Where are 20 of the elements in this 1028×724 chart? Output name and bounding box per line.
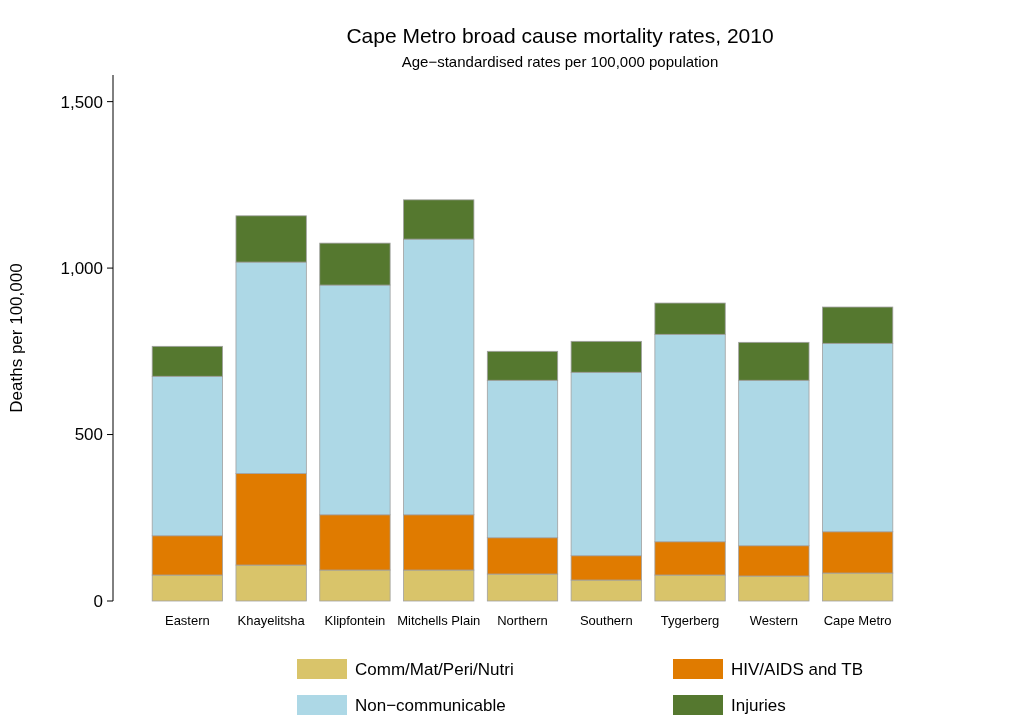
legend-label: Injuries xyxy=(731,695,786,715)
y-axis-title: Deaths per 100,000 xyxy=(7,263,26,413)
y-tick-label: 1,000 xyxy=(60,259,103,279)
x-tick-label: Khayelitsha xyxy=(237,613,306,628)
x-tick-label: Mitchells Plain xyxy=(397,613,481,628)
chart-title: Cape Metro broad cause mortality rates, 2010 xyxy=(346,24,774,47)
x-tick-label: Tygerberg xyxy=(660,613,720,628)
x-tick-label: Cape Metro xyxy=(823,613,892,628)
legend-label: Comm/Mat/Peri/Nutri xyxy=(355,659,514,679)
x-tick-label: Eastern xyxy=(164,613,210,628)
legend-label: Non−communicable xyxy=(355,695,506,715)
chart-subtitle: Age−standardised rates per 100,000 population xyxy=(401,53,719,70)
legend-label: HIV/AIDS and TB xyxy=(731,659,863,679)
y-tick-label: 1,500 xyxy=(60,92,103,112)
x-tick-label: Klipfontein xyxy=(324,613,386,628)
x-tick-label: Southern xyxy=(579,613,633,628)
x-tick-label: Western xyxy=(749,613,798,628)
y-tick-label: 0 xyxy=(93,591,103,611)
x-tick-label: Northern xyxy=(497,613,548,628)
y-tick-label: 500 xyxy=(74,425,103,445)
